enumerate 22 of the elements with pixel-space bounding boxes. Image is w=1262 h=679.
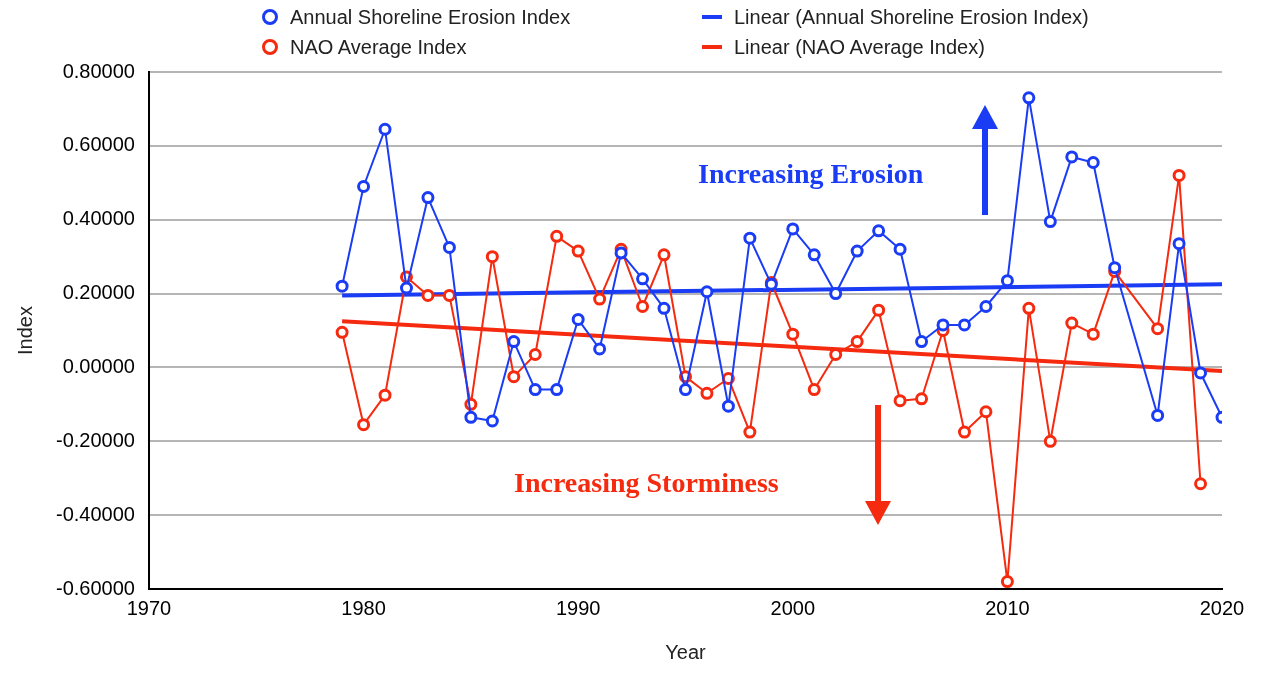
legend-label: Linear (Annual Shoreline Erosion Index)	[734, 5, 1089, 29]
x-tick-label: 1980	[341, 596, 386, 619]
x-tick-label: 2010	[985, 596, 1030, 619]
y-tick-label: -0.20000	[55, 428, 135, 451]
y-tick-label: -0.40000	[55, 502, 135, 525]
x-tick-label: 1970	[126, 596, 172, 619]
legend-label: Annual Shoreline Erosion Index	[290, 5, 571, 29]
x-tick-label: 2000	[770, 596, 816, 619]
y-tick-label: 0.20000	[62, 281, 135, 304]
y-tick-label: 0.00000	[62, 354, 135, 377]
x-tick-label: 1990	[555, 596, 601, 619]
y-tick-label: 0.40000	[62, 207, 135, 230]
legend-label: Linear (NAO Average Index)	[734, 35, 985, 59]
y-tick-label: 0.60000	[62, 133, 135, 156]
legend-label: NAO Average Index	[290, 35, 467, 59]
annotation: Increasing Storminess	[514, 467, 779, 499]
x-axis-title: Year	[665, 640, 707, 663]
x-tick-label: 2020	[1199, 596, 1245, 619]
annotation: Increasing Erosion	[698, 158, 924, 190]
y-tick-label: 0.80000	[62, 59, 135, 82]
y-tick-label: -0.60000	[55, 576, 135, 599]
y-axis-title: Index	[13, 306, 36, 355]
